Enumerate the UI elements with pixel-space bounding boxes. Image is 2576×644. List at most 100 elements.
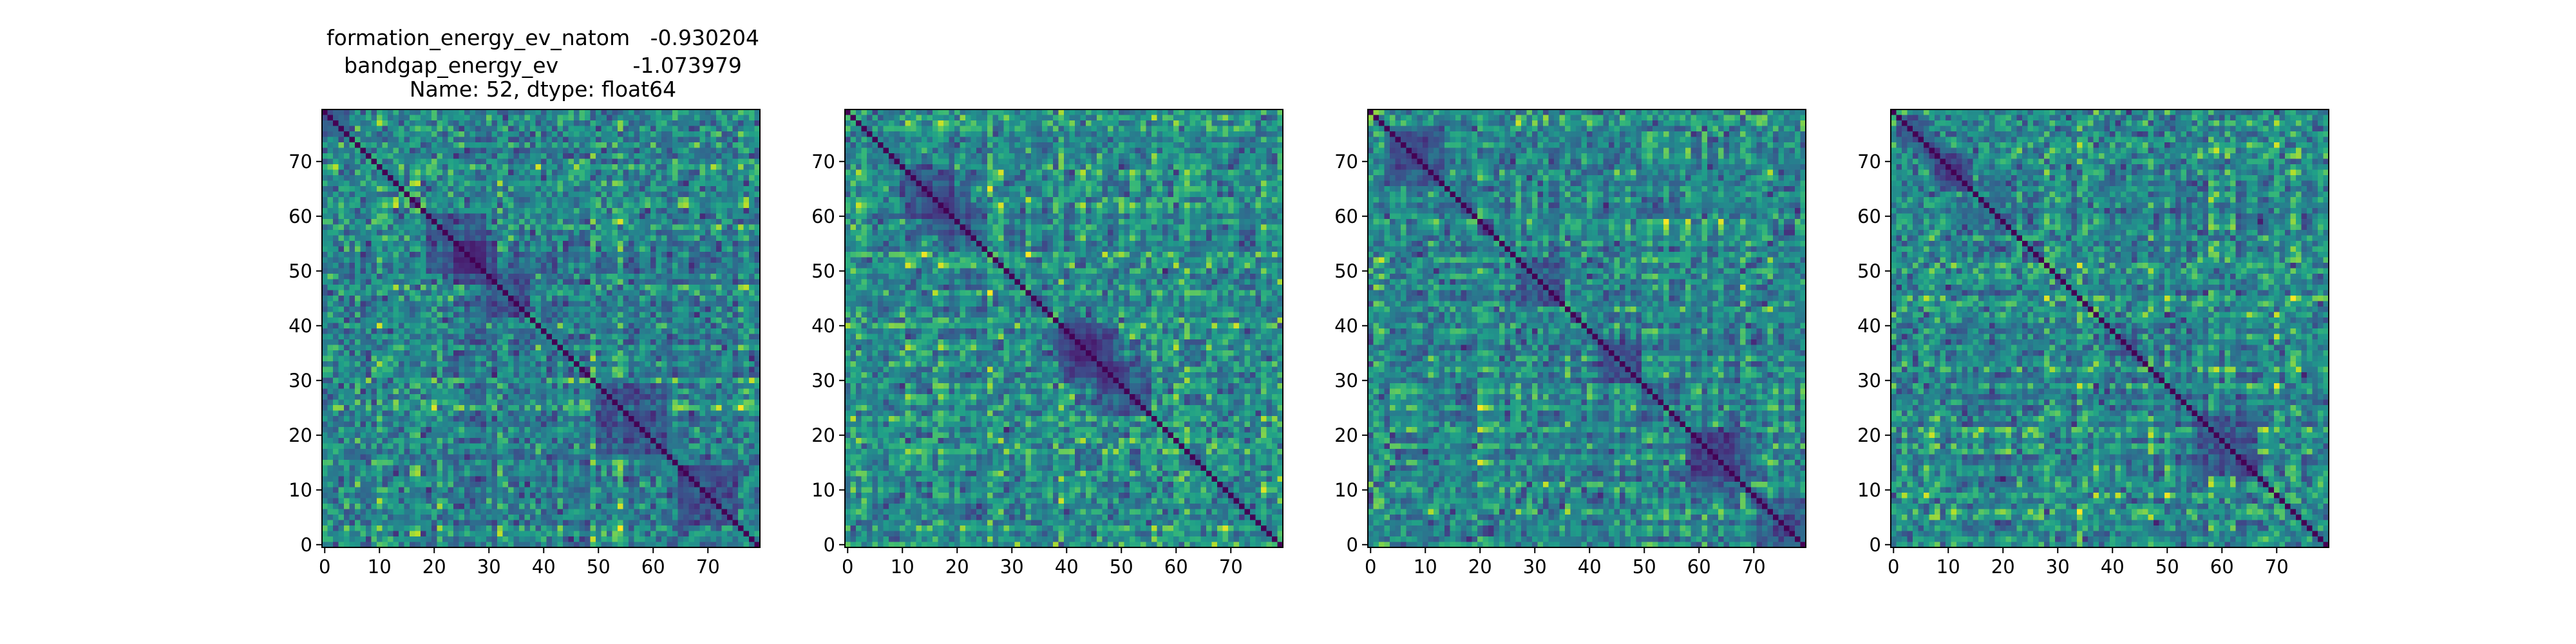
heatmap-cell: [388, 131, 393, 137]
heatmap-cell: [639, 159, 645, 165]
heatmap-cell: [322, 181, 328, 187]
heatmap-cell: [383, 192, 388, 198]
heatmap-cell: [508, 197, 514, 203]
heatmap-cell: [536, 115, 542, 121]
heatmap-cell: [618, 170, 623, 176]
heatmap-cell: [612, 164, 618, 170]
heatmap-cell: [623, 148, 629, 154]
heatmap-cell: [738, 175, 744, 181]
heatmap-cell: [426, 192, 432, 198]
heatmap-cell: [661, 131, 667, 137]
heatmap-cell: [672, 153, 678, 159]
heatmap-cell: [678, 109, 684, 115]
heatmap-cell: [388, 126, 393, 132]
heatmap-cell: [399, 137, 404, 143]
heatmap-cell: [727, 148, 733, 154]
heatmap-cell: [421, 115, 426, 121]
heatmap-cell: [399, 120, 404, 126]
heatmap-cell: [541, 131, 547, 137]
heatmap-cell: [339, 153, 345, 159]
heatmap-cell: [689, 164, 695, 170]
heatmap-cell: [393, 159, 399, 165]
chart-title-line-3: Name: 52, dtype: float64: [410, 77, 676, 102]
heatmap-cell: [383, 120, 388, 126]
heatmap-cell: [596, 153, 601, 159]
heatmap-cell: [694, 159, 700, 165]
heatmap-cell: [475, 186, 481, 192]
heatmap-cell: [585, 181, 591, 187]
heatmap-cell: [426, 197, 432, 203]
heatmap-cell: [727, 186, 733, 192]
heatmap-cell: [415, 120, 421, 126]
heatmap-cell: [426, 126, 432, 132]
heatmap-cell: [410, 181, 415, 187]
heatmap-cell: [727, 164, 733, 170]
heatmap-cell: [372, 175, 377, 181]
heatmap-cell: [650, 142, 656, 148]
heatmap-cell: [372, 181, 377, 187]
heatmap-cell: [536, 186, 542, 192]
heatmap-cell: [333, 142, 339, 148]
heatmap-cell: [738, 170, 744, 176]
heatmap-cell: [459, 131, 465, 137]
heatmap-cell: [508, 148, 514, 154]
heatmap-cell: [393, 181, 399, 187]
heatmap-cell: [361, 120, 366, 126]
heatmap-cell: [399, 170, 404, 176]
heatmap-cell: [727, 159, 733, 165]
heatmap-cell: [470, 159, 476, 165]
heatmap-cell: [530, 131, 536, 137]
heatmap-cell: [486, 175, 492, 181]
heatmap-cell: [552, 197, 558, 203]
heatmap-cell: [585, 186, 591, 192]
heatmap-cell: [552, 192, 558, 198]
heatmap-cell: [618, 164, 623, 170]
heatmap-cell: [716, 126, 722, 132]
heatmap-cell: [683, 153, 689, 159]
heatmap-cell: [596, 170, 601, 176]
heatmap-cell: [339, 159, 345, 165]
heatmap-cell: [453, 109, 459, 115]
heatmap-cell: [497, 170, 503, 176]
heatmap-cell: [492, 164, 498, 170]
heatmap-cell: [448, 164, 454, 170]
heatmap-cell: [497, 109, 503, 115]
heatmap-cell: [372, 142, 377, 148]
heatmap-cell: [503, 186, 509, 192]
heatmap-cell: [601, 153, 607, 159]
heatmap-cell: [344, 192, 350, 198]
heatmap-cell: [569, 164, 574, 170]
heatmap-cell: [448, 126, 454, 132]
heatmap-cell: [623, 170, 629, 176]
heatmap-cell: [629, 137, 634, 143]
heatmap-cell: [656, 131, 662, 137]
heatmap-cell: [322, 170, 328, 176]
heatmap-cell: [574, 126, 580, 132]
heatmap-cell: [383, 126, 388, 132]
heatmap-cell: [601, 120, 607, 126]
heatmap-cell: [645, 131, 651, 137]
heatmap-cell: [459, 142, 465, 148]
heatmap-cell: [639, 170, 645, 176]
heatmap-cell: [459, 164, 465, 170]
heatmap-cell: [536, 181, 542, 187]
heatmap-cell: [339, 148, 345, 154]
heatmap-cell: [536, 126, 542, 132]
heatmap-cell: [431, 137, 437, 143]
heatmap-cell: [355, 131, 361, 137]
heatmap-cell: [497, 186, 503, 192]
heatmap-cell: [442, 131, 448, 137]
heatmap-cell: [558, 137, 564, 143]
heatmap-cell: [738, 142, 744, 148]
heatmap-cell: [656, 109, 662, 115]
heatmap-cell: [383, 181, 388, 187]
heatmap-cell: [541, 181, 547, 187]
heatmap-cell: [591, 109, 596, 115]
heatmap-cell: [639, 192, 645, 198]
heatmap-cell: [393, 142, 399, 148]
heatmap-cell: [519, 148, 525, 154]
heatmap-cell: [497, 120, 503, 126]
heatmap-cell: [689, 131, 695, 137]
heatmap-cell: [569, 148, 574, 154]
heatmap-cell: [497, 153, 503, 159]
